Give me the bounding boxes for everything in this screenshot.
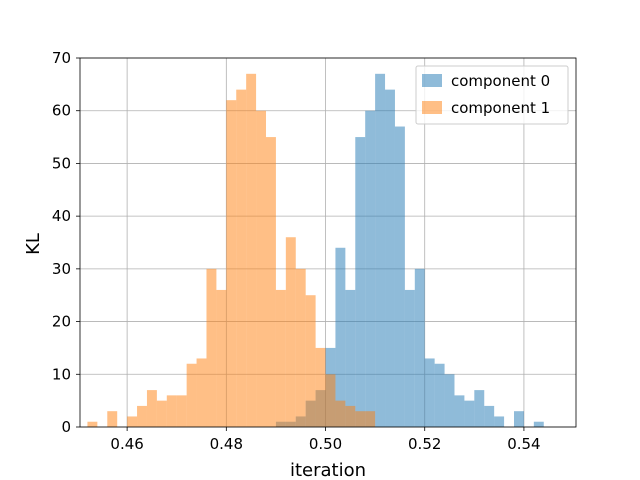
bar-component-1 — [315, 347, 326, 427]
bar-component-0 — [454, 395, 465, 427]
bar-component-0 — [404, 289, 415, 427]
legend-swatch — [422, 74, 442, 87]
bar-component-1 — [87, 421, 98, 427]
legend-box — [415, 65, 569, 125]
legend: component 0 component 1 — [415, 65, 569, 125]
bar-component-0 — [464, 400, 475, 427]
x-tick-label: 0.54 — [507, 435, 540, 453]
x-axis-label: iteration — [290, 460, 366, 480]
bar-component-1 — [216, 289, 227, 427]
plot-frame — [79, 57, 577, 428]
bar-component-1 — [226, 100, 237, 428]
bar-component-0 — [494, 416, 505, 427]
legend-label: component 0 — [451, 72, 550, 90]
bar-component-0 — [434, 363, 445, 427]
bar-component-0 — [394, 126, 405, 428]
bar-component-1 — [196, 358, 207, 427]
bar-component-1 — [325, 374, 336, 427]
x-tick-label: 0.48 — [210, 435, 243, 453]
bar-component-1 — [305, 295, 316, 427]
bar-component-0 — [484, 405, 495, 427]
bar-component-1 — [156, 400, 167, 427]
bar-component-1 — [365, 411, 376, 427]
x-tick-label: 0.46 — [110, 435, 143, 453]
y-tick-label: 60 — [52, 102, 71, 120]
histogram-bars — [87, 73, 544, 428]
bar-component-0 — [365, 110, 376, 427]
bar-component-0 — [514, 411, 524, 427]
bar-component-1 — [127, 416, 138, 427]
bar-component-1 — [107, 411, 118, 427]
bar-component-1 — [246, 73, 257, 428]
bar-component-0 — [474, 390, 485, 427]
y-tick-label: 70 — [52, 49, 71, 67]
bar-component-1 — [285, 237, 296, 427]
bar-component-1 — [295, 268, 306, 427]
bar-component-1 — [186, 363, 197, 427]
bar-component-1 — [275, 289, 286, 427]
axis-ticks: 0.46 0.48 0.50 0.52 0.54 0 10 20 30 40 50 60 70 — [52, 49, 541, 453]
bar-component-1 — [335, 400, 346, 427]
bar-component-1 — [137, 405, 147, 427]
bar-component-1 — [166, 395, 177, 427]
bar-component-0 — [444, 374, 455, 427]
bar-component-0 — [424, 358, 435, 427]
bar-component-1 — [206, 268, 217, 427]
bar-component-0 — [355, 137, 366, 428]
y-tick-label: 40 — [52, 207, 71, 225]
x-tick-label: 0.50 — [309, 435, 342, 453]
y-tick-label: 20 — [52, 313, 71, 331]
bar-component-0 — [414, 268, 425, 427]
bar-component-0 — [345, 289, 356, 427]
bar-component-0 — [375, 73, 386, 428]
legend-label: component 1 — [451, 99, 550, 117]
bar-component-1 — [345, 405, 356, 427]
bar-component-0 — [335, 247, 346, 427]
y-axis-label: KL — [23, 233, 44, 255]
legend-swatch — [422, 101, 442, 114]
bar-component-1 — [176, 395, 187, 427]
y-tick-label: 10 — [52, 365, 71, 383]
bar-component-0 — [533, 421, 544, 427]
bar-component-0 — [385, 89, 395, 427]
x-tick-label: 0.52 — [408, 435, 441, 453]
bar-component-1 — [355, 411, 366, 427]
bar-component-1 — [256, 110, 266, 427]
bar-component-1 — [236, 89, 247, 427]
y-tick-label: 50 — [52, 154, 71, 172]
bar-component-1 — [146, 390, 157, 427]
y-tick-label: 30 — [52, 260, 71, 278]
bar-component-1 — [266, 137, 276, 428]
y-tick-label: 0 — [61, 418, 71, 436]
